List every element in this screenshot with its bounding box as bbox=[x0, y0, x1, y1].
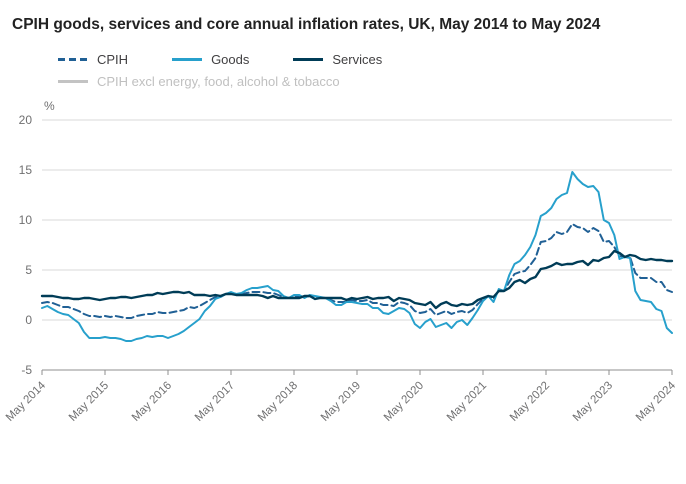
series-line-cpih bbox=[41, 223, 673, 320]
series-line-services bbox=[40, 250, 674, 310]
x-tick-label: May 2021 bbox=[445, 380, 489, 424]
core-cpih-line-swatch-icon bbox=[58, 79, 88, 83]
y-tick-label: 0 bbox=[25, 313, 32, 327]
y-tick-label: 10 bbox=[19, 213, 33, 227]
y-tick-label: 20 bbox=[19, 113, 33, 127]
x-tick-label: May 2015 bbox=[67, 380, 111, 424]
goods-line-swatch-icon bbox=[172, 57, 203, 61]
legend-item-goods[interactable]: Goods bbox=[172, 52, 249, 67]
y-axis-unit-label: % bbox=[44, 99, 55, 113]
legend-label-cpih: CPIH bbox=[97, 51, 129, 67]
legend-row-1: CPIH Goods Services bbox=[58, 48, 686, 70]
chart-area: -5 0 5 10 15 20% May 2014 May 2015 May 2016 May 2… bbox=[0, 94, 686, 443]
x-tick-label: May 2023 bbox=[571, 380, 615, 424]
legend-label-goods: Goods bbox=[211, 51, 250, 67]
y-tick-label: 15 bbox=[19, 163, 33, 177]
y-tick-label: -5 bbox=[21, 363, 32, 377]
x-tick-label: May 2024 bbox=[634, 379, 679, 424]
x-tick-label: May 2016 bbox=[130, 380, 174, 424]
x-tick-label: May 2018 bbox=[256, 380, 300, 424]
inflation-line-chart: -5 0 5 10 15 20% May 2014 May 2015 May 2016 May 2… bbox=[4, 99, 679, 424]
x-tick-label: May 2020 bbox=[382, 380, 426, 424]
x-tick-label: May 2017 bbox=[193, 380, 237, 424]
x-tick-label: May 2019 bbox=[319, 380, 363, 424]
legend-item-cpih[interactable]: CPIH bbox=[58, 52, 128, 67]
legend-item-services[interactable]: Services bbox=[293, 52, 382, 67]
series-line-goods bbox=[41, 171, 673, 343]
services-line-swatch-icon bbox=[293, 57, 324, 61]
legend-item-core-cpih[interactable]: CPIH excl energy, food, alcohol & tobacc… bbox=[58, 74, 340, 89]
legend-row-2: CPIH excl energy, food, alcohol & tobacc… bbox=[58, 70, 686, 92]
legend: CPIH Goods Services CPIH excl energy, fo… bbox=[58, 48, 686, 92]
chart-page: CPIH goods, services and core annual inf… bbox=[0, 10, 686, 484]
chart-title: CPIH goods, services and core annual inf… bbox=[12, 16, 601, 33]
y-tick-label: 5 bbox=[25, 263, 32, 277]
legend-label-core-cpih: CPIH excl energy, food, alcohol & tobacc… bbox=[97, 73, 340, 89]
x-tick-label: May 2022 bbox=[508, 380, 552, 424]
legend-label-services: Services bbox=[332, 51, 383, 67]
cpih-line-swatch-icon bbox=[58, 57, 88, 61]
x-tick-label: May 2014 bbox=[4, 379, 49, 424]
